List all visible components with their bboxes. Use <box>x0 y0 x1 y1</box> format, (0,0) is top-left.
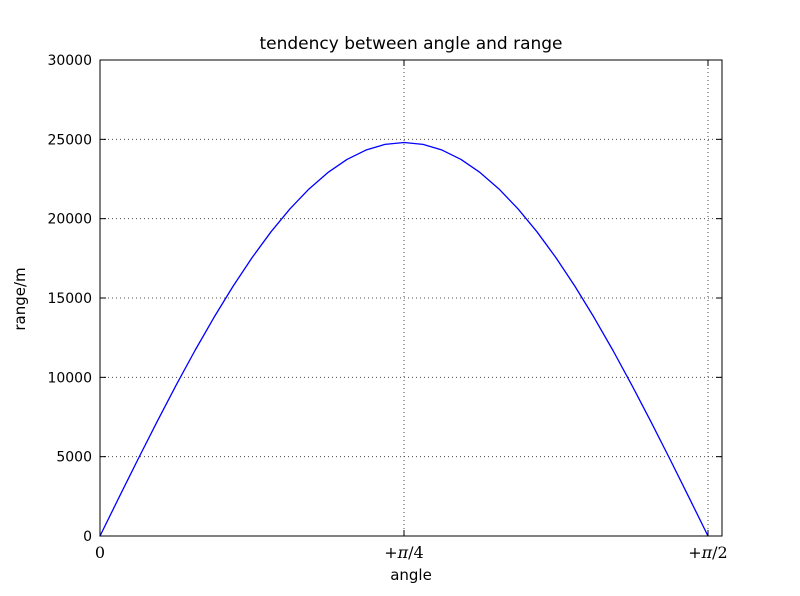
x-axis-label: angle <box>390 566 432 584</box>
y-tick-label: 20000 <box>47 212 92 228</box>
chart-title: tendency between angle and range <box>259 34 563 54</box>
x-tick-label: 0 <box>95 543 105 562</box>
x-tick-label: +π/2 <box>688 543 728 562</box>
y-tick-label: 0 <box>83 529 92 545</box>
data-curve <box>99 141 709 537</box>
y-axis-label: range/m <box>11 267 29 331</box>
y-tick-label: 25000 <box>47 132 92 148</box>
x-tick-label: +π/4 <box>384 543 424 562</box>
y-tick-label: 10000 <box>47 370 92 386</box>
y-tick-label: 15000 <box>47 291 92 307</box>
y-tick-label: 5000 <box>56 450 92 466</box>
y-tick-label: 30000 <box>47 53 92 69</box>
